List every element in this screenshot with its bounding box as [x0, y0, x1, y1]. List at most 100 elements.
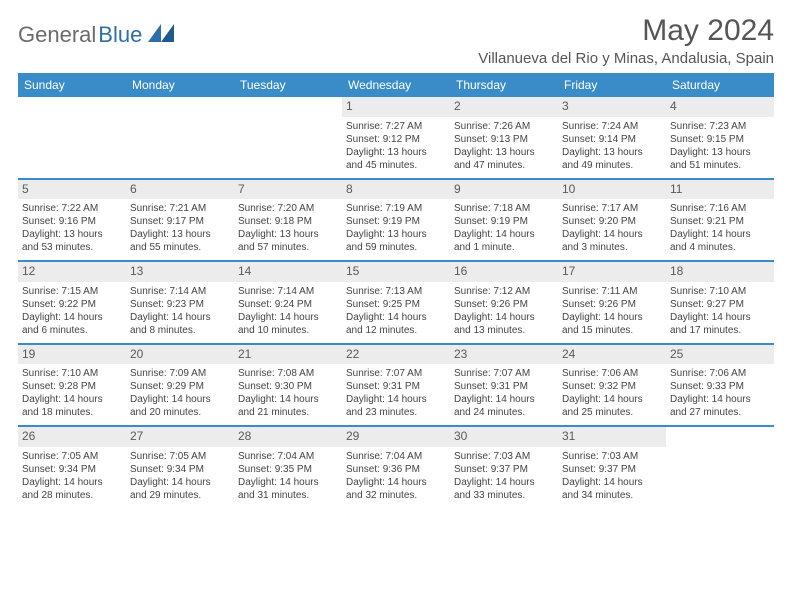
day-number: 2: [450, 97, 558, 117]
day-number: 10: [558, 180, 666, 200]
daylight1-text: Daylight: 13 hours: [346, 228, 446, 241]
sunset-text: Sunset: 9:26 PM: [562, 298, 662, 311]
day-number: 17: [558, 262, 666, 282]
daylight1-text: Daylight: 14 hours: [454, 228, 554, 241]
daylight1-text: Daylight: 13 hours: [670, 146, 770, 159]
daylight2-text: and 49 minutes.: [562, 159, 662, 172]
sunset-text: Sunset: 9:37 PM: [562, 463, 662, 476]
daylight1-text: Daylight: 14 hours: [238, 311, 338, 324]
day-cell: 2 Sunrise: 7:26 AMSunset: 9:13 PMDaylight…: [450, 97, 558, 178]
day-number: 20: [126, 345, 234, 365]
day-number: 11: [666, 180, 774, 200]
header: General Blue May 2024 Villanueva del Rio…: [18, 14, 774, 67]
daylight1-text: Daylight: 14 hours: [22, 393, 122, 406]
sunset-text: Sunset: 9:34 PM: [22, 463, 122, 476]
day-number: 24: [558, 345, 666, 365]
sunrise-text: Sunrise: 7:14 AM: [238, 285, 338, 298]
daylight1-text: Daylight: 14 hours: [670, 228, 770, 241]
calendar: SundayMondayTuesdayWednesdayThursdayFrid…: [18, 73, 774, 508]
location: Villanueva del Rio y Minas, Andalusia, S…: [478, 50, 774, 67]
sunrise-text: Sunrise: 7:12 AM: [454, 285, 554, 298]
sunrise-text: Sunrise: 7:06 AM: [670, 367, 770, 380]
day-cell: 17 Sunrise: 7:11 AMSunset: 9:26 PMDayligh…: [558, 262, 666, 343]
logo-triangle-icon: [148, 24, 174, 47]
sunset-text: Sunset: 9:35 PM: [238, 463, 338, 476]
day-number: 8: [342, 180, 450, 200]
sunrise-text: Sunrise: 7:07 AM: [346, 367, 446, 380]
sunset-text: Sunset: 9:19 PM: [346, 215, 446, 228]
sunrise-text: Sunrise: 7:03 AM: [454, 450, 554, 463]
logo-text-general: General: [18, 22, 96, 48]
sunrise-text: Sunrise: 7:21 AM: [130, 202, 230, 215]
day-cell: 7Sunrise: 7:20 AMSunset: 9:18 PMDaylight…: [234, 180, 342, 261]
daylight1-text: Daylight: 14 hours: [454, 311, 554, 324]
day-header-cell: Sunday: [18, 73, 126, 97]
day-cell: 10Sunrise: 7:17 AMSunset: 9:20 PMDayligh…: [558, 180, 666, 261]
daylight2-text: and 57 minutes.: [238, 241, 338, 254]
day-cell: 31Sunrise: 7:03 AMSunset: 9:37 PMDayligh…: [558, 427, 666, 508]
day-number: 7: [234, 180, 342, 200]
day-cell: 22Sunrise: 7:07 AMSunset: 9:31 PMDayligh…: [342, 345, 450, 426]
daylight1-text: Daylight: 13 hours: [454, 146, 554, 159]
sunset-text: Sunset: 9:30 PM: [238, 380, 338, 393]
day-cell: 9Sunrise: 7:18 AMSunset: 9:19 PMDaylight…: [450, 180, 558, 261]
day-number: 25: [666, 345, 774, 365]
daylight1-text: Daylight: 14 hours: [346, 311, 446, 324]
day-number: 29: [342, 427, 450, 447]
sunrise-text: Sunrise: 7:17 AM: [562, 202, 662, 215]
daylight2-text: and 21 minutes.: [238, 406, 338, 419]
day-cell: 18Sunrise: 7:10 AMSunset: 9:27 PMDayligh…: [666, 262, 774, 343]
sunrise-text: Sunrise: 7:10 AM: [670, 285, 770, 298]
daylight1-text: Daylight: 13 hours: [562, 146, 662, 159]
daylight1-text: Daylight: 14 hours: [562, 311, 662, 324]
sunrise-text: Sunrise: 7:26 AM: [454, 120, 554, 133]
sunrise-text: Sunrise: 7:14 AM: [130, 285, 230, 298]
daylight2-text: and 10 minutes.: [238, 324, 338, 337]
sunset-text: Sunset: 9:18 PM: [238, 215, 338, 228]
day-number: 12: [18, 262, 126, 282]
sunrise-text: Sunrise: 7:15 AM: [22, 285, 122, 298]
day-cell: [234, 97, 342, 178]
day-number: 26: [18, 427, 126, 447]
week-row: 26Sunrise: 7:05 AMSunset: 9:34 PMDayligh…: [18, 427, 774, 508]
daylight1-text: Daylight: 14 hours: [454, 476, 554, 489]
sunset-text: Sunset: 9:13 PM: [454, 133, 554, 146]
sunset-text: Sunset: 9:31 PM: [454, 380, 554, 393]
daylight2-text: and 33 minutes.: [454, 489, 554, 502]
day-number: 27: [126, 427, 234, 447]
sunset-text: Sunset: 9:17 PM: [130, 215, 230, 228]
daylight2-text: and 45 minutes.: [346, 159, 446, 172]
day-header-cell: Tuesday: [234, 73, 342, 97]
sunrise-text: Sunrise: 7:09 AM: [130, 367, 230, 380]
day-cell: 23Sunrise: 7:07 AMSunset: 9:31 PMDayligh…: [450, 345, 558, 426]
daylight1-text: Daylight: 14 hours: [238, 476, 338, 489]
day-cell: 27Sunrise: 7:05 AMSunset: 9:34 PMDayligh…: [126, 427, 234, 508]
day-number: 1: [342, 97, 450, 117]
sunset-text: Sunset: 9:28 PM: [22, 380, 122, 393]
day-number: 6: [126, 180, 234, 200]
daylight1-text: Daylight: 14 hours: [562, 393, 662, 406]
sunrise-text: Sunrise: 7:11 AM: [562, 285, 662, 298]
daylight2-text: and 24 minutes.: [454, 406, 554, 419]
logo-text-blue: Blue: [98, 22, 142, 48]
day-header-cell: Thursday: [450, 73, 558, 97]
sunset-text: Sunset: 9:20 PM: [562, 215, 662, 228]
day-cell: 24Sunrise: 7:06 AMSunset: 9:32 PMDayligh…: [558, 345, 666, 426]
sunset-text: Sunset: 9:24 PM: [238, 298, 338, 311]
daylight1-text: Daylight: 14 hours: [22, 476, 122, 489]
day-cell: 19Sunrise: 7:10 AMSunset: 9:28 PMDayligh…: [18, 345, 126, 426]
day-cell: 16Sunrise: 7:12 AMSunset: 9:26 PMDayligh…: [450, 262, 558, 343]
day-number: 22: [342, 345, 450, 365]
sunset-text: Sunset: 9:26 PM: [454, 298, 554, 311]
day-header-row: SundayMondayTuesdayWednesdayThursdayFrid…: [18, 73, 774, 97]
day-cell: 30Sunrise: 7:03 AMSunset: 9:37 PMDayligh…: [450, 427, 558, 508]
daylight1-text: Daylight: 14 hours: [130, 476, 230, 489]
daylight2-text: and 1 minute.: [454, 241, 554, 254]
daylight1-text: Daylight: 13 hours: [346, 146, 446, 159]
sunset-text: Sunset: 9:34 PM: [130, 463, 230, 476]
sunrise-text: Sunrise: 7:23 AM: [670, 120, 770, 133]
sunrise-text: Sunrise: 7:20 AM: [238, 202, 338, 215]
daylight2-text: and 55 minutes.: [130, 241, 230, 254]
sunrise-text: Sunrise: 7:04 AM: [238, 450, 338, 463]
daylight2-text: and 8 minutes.: [130, 324, 230, 337]
